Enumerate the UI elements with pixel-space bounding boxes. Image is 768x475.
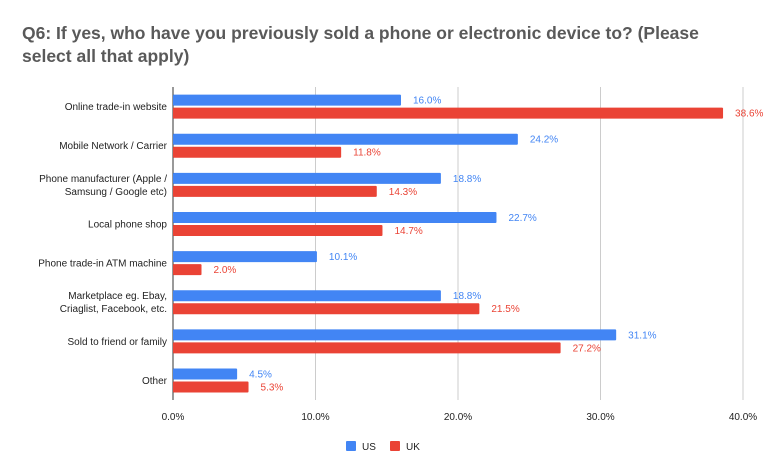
category-label: Local phone shop [88, 219, 167, 230]
data-label-us: 31.1% [628, 330, 656, 341]
data-label-uk: 5.3% [261, 382, 284, 393]
bar-us [173, 211, 497, 223]
data-label-us: 16.0% [413, 96, 441, 107]
bar-us [173, 290, 441, 302]
data-label-uk: 2.0% [214, 265, 237, 276]
category-label: Other [142, 376, 168, 387]
bar-us [173, 133, 518, 145]
bar-us [173, 368, 238, 380]
bar-us [173, 172, 441, 184]
category-label: Online trade-in website [65, 102, 168, 113]
data-label-us: 24.2% [530, 135, 558, 146]
data-label-uk: 38.6% [735, 109, 763, 120]
x-tick-label: 40.0% [729, 412, 757, 423]
category-label: Marketplace eg. Ebay, Criaglist, Facebook… [60, 291, 167, 315]
bar-uk [173, 342, 561, 354]
x-tick-label: 10.0% [301, 412, 329, 423]
category-label: Mobile Network / Carrier [59, 141, 167, 152]
data-label-us: 22.7% [508, 213, 536, 224]
bar-uk [173, 107, 724, 119]
legend-swatch-uk [390, 441, 400, 451]
bar-uk [173, 303, 480, 315]
bar-us [173, 329, 617, 341]
bar-us [173, 94, 401, 106]
legend-swatch-us [346, 441, 356, 451]
bar-uk [173, 146, 342, 158]
category-label: Phone trade-in ATM machine [38, 259, 167, 270]
data-label-uk: 11.8% [353, 148, 381, 159]
category-label: Phone manufacturer (Apple / Samsung / Goo… [39, 174, 167, 198]
x-tick-label: 30.0% [586, 412, 614, 423]
legend-label-us: US [362, 442, 376, 453]
data-label-us: 18.8% [453, 174, 481, 185]
x-tick-label: 20.0% [444, 412, 472, 423]
data-label-uk: 14.3% [389, 187, 417, 198]
data-label-uk: 14.7% [394, 226, 422, 237]
data-label-uk: 21.5% [491, 304, 519, 315]
data-label-us: 4.5% [249, 369, 272, 380]
x-tick-label: 0.0% [162, 412, 185, 423]
data-label-us: 10.1% [329, 252, 357, 263]
bar-uk [173, 264, 202, 276]
category-label: Sold to friend or family [68, 337, 168, 348]
data-label-uk: 27.2% [573, 343, 601, 354]
bar-uk [173, 381, 249, 393]
data-label-us: 18.8% [453, 291, 481, 302]
legend-label-uk: UK [406, 442, 420, 453]
bar-uk [173, 224, 383, 236]
chart-title: Q6: If yes, who have you previously sold… [22, 23, 699, 66]
bar-uk [173, 185, 377, 197]
bar-us [173, 251, 317, 263]
